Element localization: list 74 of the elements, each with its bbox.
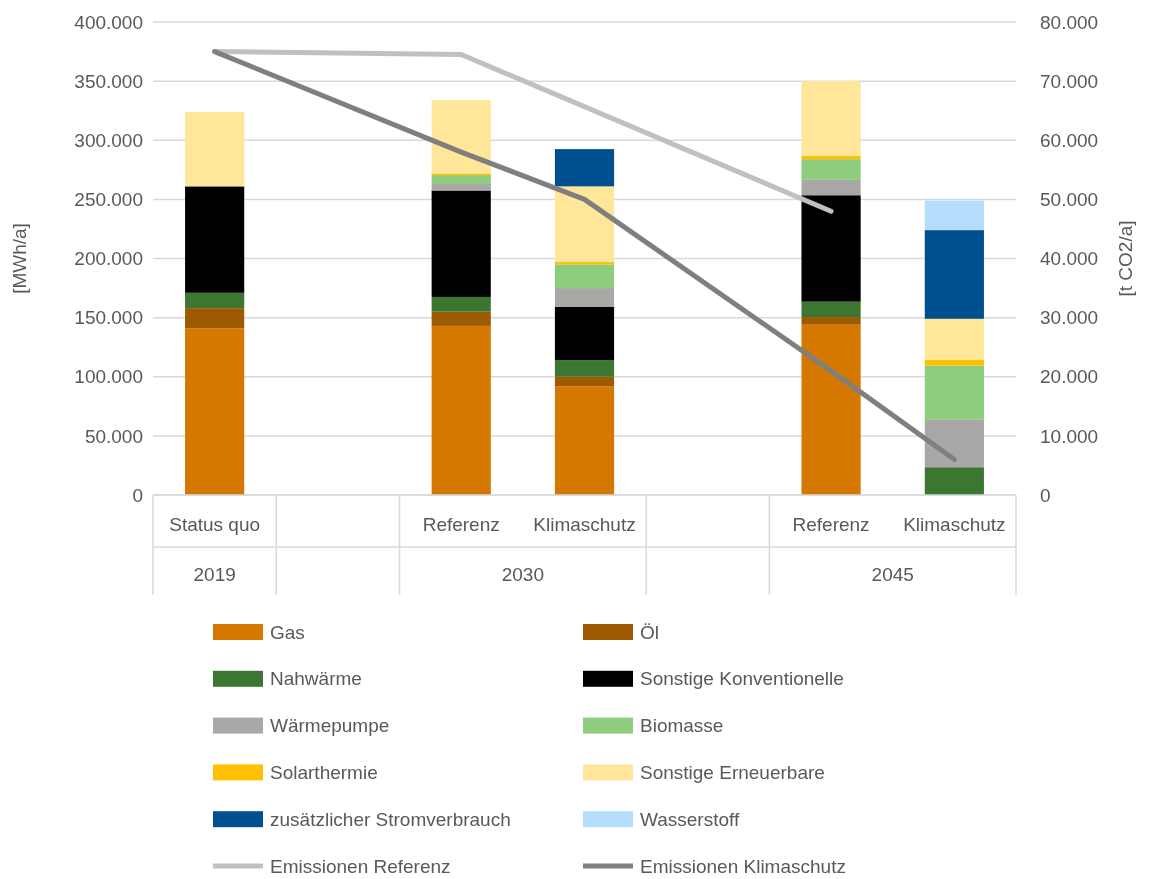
legend-label: Biomasse bbox=[640, 715, 724, 737]
bar bbox=[924, 419, 984, 468]
y2-tick-label: 60.000 bbox=[1040, 129, 1099, 151]
bar bbox=[554, 186, 615, 263]
text: 2030 bbox=[501, 564, 544, 585]
bar bbox=[185, 111, 245, 187]
x-tick-label: Klimaschutz bbox=[903, 514, 1006, 535]
bar bbox=[431, 190, 491, 297]
y-tick-label: 100.000 bbox=[74, 366, 143, 388]
y2-tick-label: 0 bbox=[1040, 484, 1051, 506]
y2-tick-label: 80.000 bbox=[1040, 11, 1099, 33]
y2-axis-title: [t CO2/a] bbox=[1115, 220, 1136, 297]
legend-label: Sonstige Erneuerbare bbox=[640, 762, 825, 784]
text: 2045 bbox=[871, 564, 914, 585]
y2-tick-label: 50.000 bbox=[1040, 189, 1099, 211]
y-tick-label: 300.000 bbox=[74, 129, 143, 151]
bar bbox=[431, 184, 491, 191]
bar bbox=[431, 175, 491, 184]
bar bbox=[431, 325, 491, 495]
bar bbox=[431, 100, 491, 174]
bar bbox=[924, 359, 984, 366]
bar bbox=[554, 360, 615, 377]
x-tick-label: Status quo bbox=[169, 514, 261, 535]
y2-tick-label: 70.000 bbox=[1040, 70, 1099, 92]
text: 2019 bbox=[193, 564, 236, 585]
bar bbox=[924, 318, 984, 360]
bar bbox=[554, 288, 615, 307]
x-tick-label: Klimaschutz bbox=[533, 514, 636, 535]
y-tick-label: 200.000 bbox=[74, 248, 143, 270]
y2-tick-label: 30.000 bbox=[1040, 307, 1099, 329]
bar bbox=[554, 149, 615, 187]
y-tick-label: 400.000 bbox=[74, 11, 143, 33]
bar bbox=[554, 264, 615, 289]
bar bbox=[801, 81, 861, 156]
legend-label: Solarthermie bbox=[270, 762, 378, 784]
y-tick-label: 50.000 bbox=[84, 425, 143, 447]
legend-label: Gas bbox=[270, 621, 305, 643]
x-tick-label: Referenz bbox=[792, 514, 870, 535]
bar bbox=[801, 159, 861, 180]
y-axis-title: [MWh/a] bbox=[9, 223, 30, 294]
y2-tick-label: 10.000 bbox=[1040, 425, 1099, 447]
x-tick-label: Referenz bbox=[422, 514, 500, 535]
bar bbox=[185, 308, 245, 329]
bar bbox=[924, 365, 984, 420]
bar bbox=[554, 376, 615, 387]
legend-label: Wärmepumpe bbox=[270, 715, 390, 737]
legend-label: Wasserstoff bbox=[640, 808, 740, 830]
y-tick-label: 150.000 bbox=[74, 307, 143, 329]
bar bbox=[801, 317, 861, 325]
bar bbox=[431, 296, 491, 312]
bar bbox=[554, 386, 615, 495]
bar bbox=[801, 195, 861, 302]
bar bbox=[185, 292, 245, 309]
bar bbox=[924, 230, 984, 319]
bar bbox=[554, 306, 615, 361]
bar bbox=[801, 301, 861, 318]
bar bbox=[185, 186, 245, 293]
legend-label: Öl bbox=[640, 621, 659, 643]
legend-label: Emissionen Referenz bbox=[270, 855, 451, 877]
y2-tick-label: 40.000 bbox=[1040, 248, 1099, 270]
bar bbox=[924, 200, 984, 231]
legend-label: Emissionen Klimaschutz bbox=[640, 855, 846, 877]
bar bbox=[185, 328, 245, 495]
bar bbox=[801, 179, 861, 196]
y2-tick-label: 20.000 bbox=[1040, 366, 1099, 388]
bar bbox=[801, 324, 861, 495]
bar bbox=[431, 311, 491, 326]
y-tick-label: 250.000 bbox=[74, 189, 143, 211]
legend-label: Nahwärme bbox=[270, 668, 362, 690]
legend-label: zusätzlicher Stromverbrauch bbox=[270, 808, 511, 830]
y-tick-label: 350.000 bbox=[74, 70, 143, 92]
y-tick-label: 0 bbox=[132, 484, 143, 506]
bar bbox=[924, 467, 984, 495]
legend-label: Sonstige Konventionelle bbox=[640, 668, 844, 690]
